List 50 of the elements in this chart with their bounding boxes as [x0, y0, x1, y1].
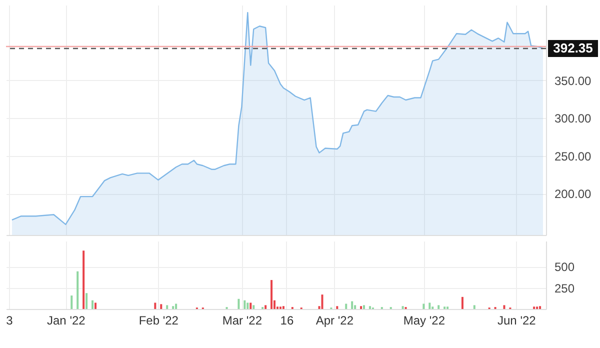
bar [166, 305, 168, 309]
x-tick-label: Apr '22 [316, 314, 354, 328]
y-tick-label: 350.00 [554, 74, 592, 88]
bar [351, 301, 354, 309]
bar [250, 302, 252, 309]
x-tick-label: May '22 [403, 314, 446, 328]
bar [368, 306, 371, 309]
bar [175, 304, 178, 309]
bar [336, 306, 338, 309]
bar [246, 302, 249, 309]
y-tick-label: 200.00 [554, 187, 592, 202]
bar [360, 306, 362, 309]
bar [264, 305, 267, 309]
bar [270, 280, 273, 309]
x-tick-label: Feb '22 [138, 314, 179, 328]
x-tick-label: Mar '22 [222, 314, 262, 328]
bar [70, 295, 73, 309]
bar [238, 298, 240, 309]
y-tick-label: 500 [554, 260, 575, 274]
bar [154, 302, 156, 309]
bar [86, 293, 88, 309]
bar [160, 304, 162, 309]
x-tick-label: Jan '22 [47, 314, 86, 328]
bar [461, 296, 464, 309]
bar [252, 305, 255, 309]
bar [473, 305, 476, 309]
bar [422, 304, 425, 309]
x-tick-label: 16 [280, 314, 294, 328]
bar [82, 250, 85, 309]
bar [76, 271, 79, 309]
y-tick-label: 250 [554, 281, 575, 296]
bar [345, 304, 348, 309]
bar [503, 305, 506, 309]
x-tick-label: Jun '22 [498, 314, 536, 328]
bar [94, 302, 97, 309]
bar [92, 300, 94, 309]
bar [539, 306, 542, 309]
bar [363, 305, 366, 309]
bar [402, 306, 404, 309]
bar [244, 300, 246, 309]
y-tick-label: 250.00 [554, 149, 592, 164]
bar [172, 306, 174, 309]
y-tick-label: 300.00 [554, 112, 592, 126]
x-tick-label: 3 [6, 314, 14, 328]
bar [354, 305, 356, 309]
bar [438, 305, 440, 309]
ref-line-label: 392.35 [553, 40, 593, 56]
bar [428, 302, 431, 309]
bar [321, 294, 324, 309]
bar [282, 306, 284, 309]
